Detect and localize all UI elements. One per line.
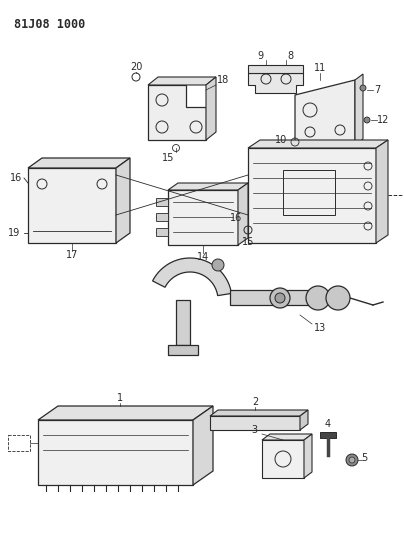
Circle shape	[306, 286, 330, 310]
Polygon shape	[28, 168, 116, 243]
Bar	[156, 228, 168, 236]
Text: 16: 16	[10, 173, 22, 183]
Polygon shape	[248, 73, 303, 93]
Text: 4: 4	[325, 419, 331, 429]
Polygon shape	[210, 416, 300, 430]
Text: 16: 16	[230, 213, 242, 223]
Polygon shape	[262, 434, 312, 440]
Text: 14: 14	[197, 252, 209, 262]
Bar	[156, 198, 168, 206]
Text: 7: 7	[374, 85, 380, 95]
Polygon shape	[28, 158, 130, 168]
Polygon shape	[355, 74, 363, 145]
Circle shape	[360, 85, 366, 91]
Text: 1: 1	[117, 393, 123, 403]
Circle shape	[364, 117, 370, 123]
Polygon shape	[238, 183, 248, 245]
Circle shape	[270, 288, 290, 308]
Text: 8: 8	[287, 51, 293, 61]
Polygon shape	[206, 77, 216, 140]
Polygon shape	[304, 434, 312, 478]
Text: 10: 10	[275, 135, 287, 145]
Polygon shape	[248, 65, 303, 73]
Polygon shape	[116, 158, 130, 243]
Polygon shape	[176, 300, 190, 345]
Polygon shape	[193, 406, 213, 485]
Polygon shape	[295, 80, 355, 145]
Polygon shape	[230, 290, 320, 305]
Circle shape	[212, 259, 224, 271]
Bar	[156, 213, 168, 221]
Polygon shape	[320, 432, 336, 438]
Polygon shape	[300, 410, 308, 430]
Text: 18: 18	[217, 75, 229, 85]
Text: 19: 19	[8, 228, 20, 238]
Circle shape	[346, 454, 358, 466]
Polygon shape	[376, 140, 388, 243]
Circle shape	[349, 457, 355, 463]
Text: 3: 3	[251, 425, 257, 435]
Bar	[8, 435, 30, 451]
Polygon shape	[262, 440, 304, 478]
Circle shape	[326, 286, 350, 310]
Polygon shape	[168, 345, 198, 355]
Circle shape	[275, 293, 285, 303]
Polygon shape	[148, 77, 216, 85]
Text: 9: 9	[257, 51, 263, 61]
Text: 15: 15	[242, 237, 254, 247]
Text: 2: 2	[252, 397, 258, 407]
Polygon shape	[248, 140, 388, 148]
Text: 5: 5	[361, 453, 367, 463]
Polygon shape	[168, 183, 248, 190]
Text: 13: 13	[314, 323, 326, 333]
Polygon shape	[210, 410, 308, 416]
Polygon shape	[38, 406, 213, 420]
Text: 17: 17	[66, 250, 78, 260]
Polygon shape	[38, 420, 193, 485]
Text: 81J08 1000: 81J08 1000	[14, 18, 85, 31]
Polygon shape	[153, 258, 231, 296]
Bar	[283, 170, 335, 215]
Polygon shape	[148, 85, 206, 140]
Text: 12: 12	[377, 115, 389, 125]
Bar	[168, 190, 238, 245]
Text: 15: 15	[162, 153, 174, 163]
Text: 11: 11	[314, 63, 326, 73]
Bar	[248, 148, 376, 243]
Text: 20: 20	[130, 62, 142, 72]
